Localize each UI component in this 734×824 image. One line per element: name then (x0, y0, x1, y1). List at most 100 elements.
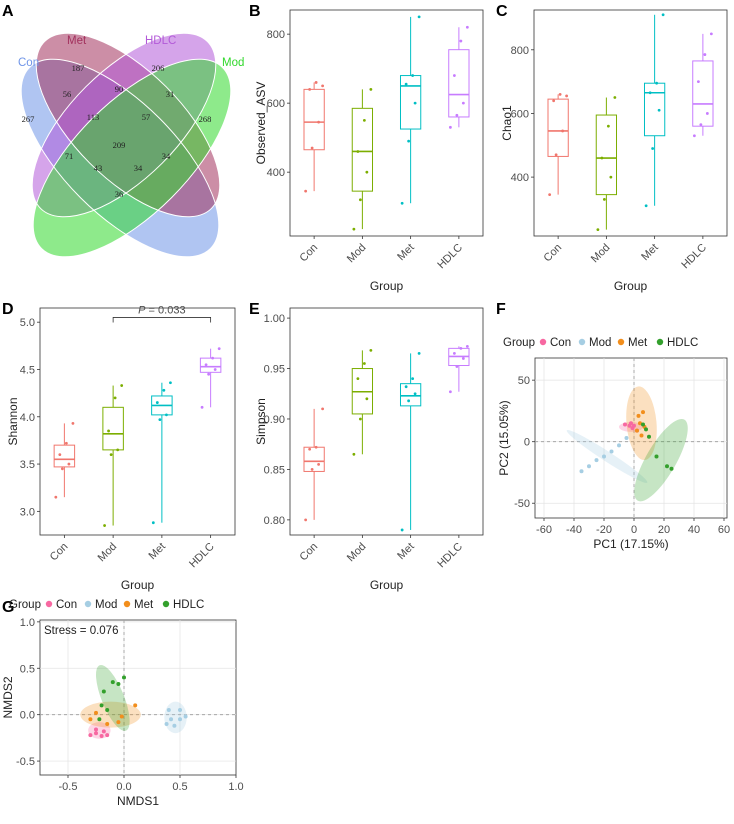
data-point (369, 87, 373, 91)
y-tick-label: 0.85 (264, 464, 285, 476)
y-tick-label: 600 (267, 98, 285, 110)
legend-label: HDLC (667, 337, 698, 349)
y-tick-label: 0.80 (264, 515, 285, 527)
data-point (692, 134, 696, 138)
plot-frame (39, 619, 237, 776)
data-point (459, 39, 463, 43)
data-point (314, 445, 318, 449)
data-point (119, 714, 124, 719)
legend-label: Con (550, 337, 571, 349)
data-point (317, 120, 321, 124)
data-point (162, 388, 166, 392)
y-tick-label: -50 (514, 498, 530, 510)
venn-count: 268 (199, 114, 212, 124)
y-tick-label: 4.0 (20, 412, 35, 424)
plot-frame (534, 357, 728, 519)
boxplot-simpson: 0.80 0.85 0.90 0.95 1.00 Con Mod Met HDLC Simpson… (254, 307, 484, 592)
data-point (554, 153, 558, 157)
data-point (165, 413, 168, 417)
x-tick-label: Mod (345, 242, 369, 266)
data-point (105, 708, 110, 713)
data-point (67, 462, 71, 466)
legend-swatch (539, 338, 547, 346)
data-point (71, 421, 75, 425)
legend-label: HDLC (173, 599, 204, 611)
legend-title: Group (9, 599, 41, 611)
significance-bracket (112, 317, 212, 323)
plot-frame (289, 307, 484, 536)
data-point (661, 13, 665, 17)
data-point (404, 82, 408, 86)
y-tick-label: 0.90 (264, 414, 285, 426)
box (102, 406, 124, 451)
data-point (648, 91, 652, 95)
x-tick-label: Mod (96, 541, 120, 565)
data-point (88, 717, 93, 722)
data-point (116, 448, 120, 452)
venn-count: 113 (87, 112, 99, 122)
x-tick-label: Mod (345, 541, 369, 565)
data-point (103, 524, 106, 527)
data-point (60, 467, 64, 471)
data-point (561, 129, 565, 133)
data-point (207, 372, 211, 376)
data-point (308, 447, 312, 451)
y-tick-label: 0.5 (20, 663, 35, 675)
box (643, 82, 666, 137)
p-symbol: P (138, 304, 146, 316)
data-point (109, 453, 113, 457)
venn-count: 36 (115, 189, 124, 199)
data-point (465, 25, 469, 29)
legend-label: Met (134, 599, 154, 611)
y-tick-label: 400 (511, 172, 529, 184)
data-point (703, 53, 707, 56)
data-point (400, 201, 404, 205)
data-point (651, 147, 655, 150)
legend-swatch (84, 600, 92, 608)
data-point (657, 108, 661, 112)
data-point (448, 125, 452, 129)
x-tick-label: 0 (631, 524, 637, 536)
data-point (632, 423, 636, 428)
y-axis-title: Simpson (254, 398, 268, 445)
x-tick-label: -60 (536, 524, 552, 536)
data-point (308, 87, 312, 91)
venn-label-hdlc: HDLC (145, 35, 176, 47)
data-point (365, 170, 369, 174)
data-point (636, 413, 641, 418)
data-point (400, 528, 404, 532)
nmds-plot: Group Con Mod Met HDLC -0.5 0.0 0.5 1.0 -0.5 0.0 0.… (1, 599, 244, 808)
x-tick-label: Con (48, 541, 71, 564)
data-point (624, 436, 629, 440)
data-point (602, 454, 606, 459)
venn-count: 206 (152, 63, 165, 73)
data-point (94, 727, 98, 732)
data-point (116, 720, 121, 725)
confidence-ellipse (88, 722, 111, 739)
data-point (644, 204, 648, 208)
data-point (455, 113, 459, 117)
data-point (58, 453, 62, 457)
legend-label: Con (56, 599, 77, 611)
box (448, 49, 470, 118)
data-point (356, 377, 360, 381)
data-point (696, 80, 700, 84)
pca-plot: Group Con Mod Met HDLC -60 -40 -20 0 20 40 60 -50 0 50… (497, 337, 730, 551)
data-point (110, 680, 115, 685)
confidence-ellipse (164, 701, 187, 734)
data-point (665, 464, 669, 469)
confidence-ellipse (80, 701, 141, 728)
venn-count: 56 (63, 89, 72, 99)
legend-swatch (45, 600, 53, 608)
x-tick-label: 0.5 (172, 781, 187, 793)
x-tick-label: HDLC (187, 541, 217, 571)
venn-count: 90 (115, 84, 124, 94)
data-point (365, 397, 369, 401)
venn-label-mod: Mod (222, 57, 244, 69)
x-tick-label: Met (147, 541, 168, 562)
data-point (407, 399, 411, 403)
data-point (417, 15, 421, 19)
x-tick-label: -0.5 (59, 781, 78, 793)
data-point (211, 356, 215, 360)
x-axis-title: Group (121, 578, 155, 592)
